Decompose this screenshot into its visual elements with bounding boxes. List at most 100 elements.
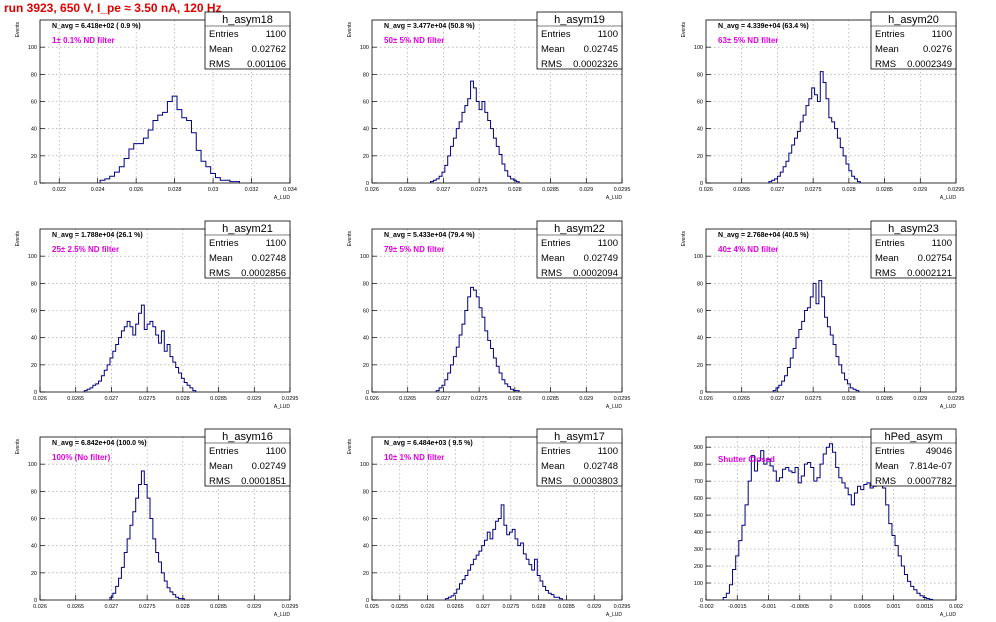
filter-annotation: 79± 5% ND filter: [384, 245, 444, 254]
histogram-bin: [144, 485, 147, 600]
y-tick-label: 60: [363, 309, 369, 315]
stats-value: 1100: [266, 29, 286, 40]
histogram-bin: [526, 559, 529, 600]
y-tick-label: 100: [694, 45, 703, 51]
histogram-bin: [476, 297, 479, 392]
x-tick-label: 0.029: [247, 396, 261, 402]
stats-label: Entries: [875, 29, 905, 40]
stats-value: 0.0007782: [907, 476, 952, 487]
stats-label: Mean: [541, 44, 565, 55]
histogram-bin: [805, 311, 808, 393]
histogram-bin: [823, 454, 826, 600]
x-axis-title: A_LUD: [940, 195, 957, 201]
histogram-bin: [139, 313, 142, 392]
x-tick-label: 0.028: [176, 396, 190, 402]
y-tick-label: 20: [31, 571, 37, 577]
x-tick-label: 0.0275: [805, 396, 822, 402]
histogram-bin: [121, 331, 124, 392]
histogram-outline: [768, 71, 861, 184]
x-tick-label: 0.029: [913, 187, 927, 193]
histogram-bin: [776, 481, 779, 600]
histogram-bin: [485, 112, 488, 183]
navg-text: N_avg = 4.339e+04 (63.4 %): [718, 23, 809, 30]
stats-box: [870, 11, 957, 70]
x-tick-label: 0.0265: [399, 396, 416, 402]
histogram-bin: [808, 462, 811, 600]
stats-value: 0.0276: [923, 44, 952, 55]
stats-label: Mean: [209, 44, 233, 55]
stats-label: Entries: [209, 446, 239, 457]
y-tick-label: 0: [34, 390, 37, 396]
histogram-bin: [839, 478, 842, 600]
filter-annotation: 1± 0.1% ND filter: [52, 36, 115, 45]
y-tick-label: 60: [363, 100, 369, 106]
navg-text: N_avg = 6.842e+04 (100.0 %): [52, 440, 147, 447]
histogram-name: hPed_asym: [884, 431, 942, 443]
histogram-bin: [836, 468, 839, 600]
navg-text: N_avg = 3.477e+04 (50.8 %): [384, 23, 475, 30]
x-tick-label: 0.0295: [614, 604, 631, 610]
stats-value: 0.02749: [252, 461, 286, 472]
y-tick-label: 400: [694, 530, 703, 536]
y-tick-label: 40: [363, 127, 369, 133]
stats-label: RMS: [875, 476, 896, 487]
x-tick-label: 0.027: [437, 187, 451, 193]
histogram-bin: [515, 539, 518, 600]
histogram-bin: [201, 161, 206, 183]
y-tick-label: 20: [363, 363, 369, 369]
page-title: run 3923, 650 V, I_pe ≈ 3.50 nA, 120 Hz: [4, 1, 222, 15]
filter-annotation: 10± 1% ND filter: [384, 453, 444, 462]
x-tick-label: 0.0275: [139, 604, 156, 610]
stats-value: 7.814e-07: [909, 461, 952, 472]
x-tick-label: 0.0285: [542, 396, 559, 402]
histogram-bin: [783, 469, 786, 600]
histogram-bin: [876, 485, 879, 600]
x-tick-label: 0.0295: [948, 396, 965, 402]
y-tick-label: 20: [31, 154, 37, 160]
histogram-bin: [851, 505, 854, 600]
histogram-panel-h_asym23: 0.026 0.0265 0.027 0.0275 0.028 0.0285 0.029 0.…: [681, 220, 965, 410]
histogram-bin: [803, 115, 806, 183]
x-tick-label: -0.0005: [790, 604, 809, 610]
y-tick-label: 40: [363, 544, 369, 550]
x-tick-label: 0.027: [771, 187, 785, 193]
histogram-bin: [110, 176, 115, 183]
stats-label: Mean: [209, 461, 233, 472]
y-tick-label: 100: [694, 254, 703, 260]
filter-annotation: 40± 4% ND filter: [718, 245, 778, 254]
stats-value: 0.02748: [252, 253, 286, 264]
histogram-bin: [468, 297, 471, 392]
histogram-outline: [722, 443, 934, 601]
x-tick-label: 0.0015: [916, 604, 933, 610]
navg-text: N_avg = 5.433e+04 (79.4 %): [384, 232, 475, 239]
histogram-bin: [770, 466, 773, 600]
histogram-panel-h_asym21: 0.026 0.0265 0.027 0.0275 0.028 0.0285 0.029 0.…: [15, 220, 298, 410]
histogram-bin: [761, 451, 764, 600]
histogram-bin: [482, 102, 485, 184]
histogram-bin: [473, 290, 476, 392]
histogram-bin: [815, 95, 818, 183]
histogram-bin: [159, 343, 162, 392]
histogram-bin: [493, 529, 496, 600]
stats-label: RMS: [209, 476, 230, 487]
histogram-bin: [825, 317, 828, 392]
navg-text: N_avg = 6.418e+02 ( 0.9 %): [52, 23, 141, 30]
histogram-bin: [465, 106, 468, 183]
y-axis-title: Events: [681, 22, 687, 38]
x-tick-label: 0.029: [913, 396, 927, 402]
stats-value: 0.0002856: [241, 268, 286, 279]
histogram-name: h_asym17: [554, 431, 605, 443]
x-tick-label: 0.0285: [542, 187, 559, 193]
stats-label: Entries: [209, 29, 239, 40]
histogram-bin: [864, 485, 867, 600]
histogram-bin: [153, 327, 156, 392]
histogram-bin: [182, 118, 187, 183]
stats-box: [536, 220, 623, 279]
histogram-bin: [462, 112, 465, 183]
y-tick-label: 40: [697, 127, 703, 133]
histogram-bin: [130, 327, 133, 392]
x-tick-label: 0.0265: [399, 187, 416, 193]
x-tick-label: 0.027: [437, 396, 451, 402]
stats-box: [536, 428, 623, 487]
stats-label: RMS: [541, 476, 562, 487]
